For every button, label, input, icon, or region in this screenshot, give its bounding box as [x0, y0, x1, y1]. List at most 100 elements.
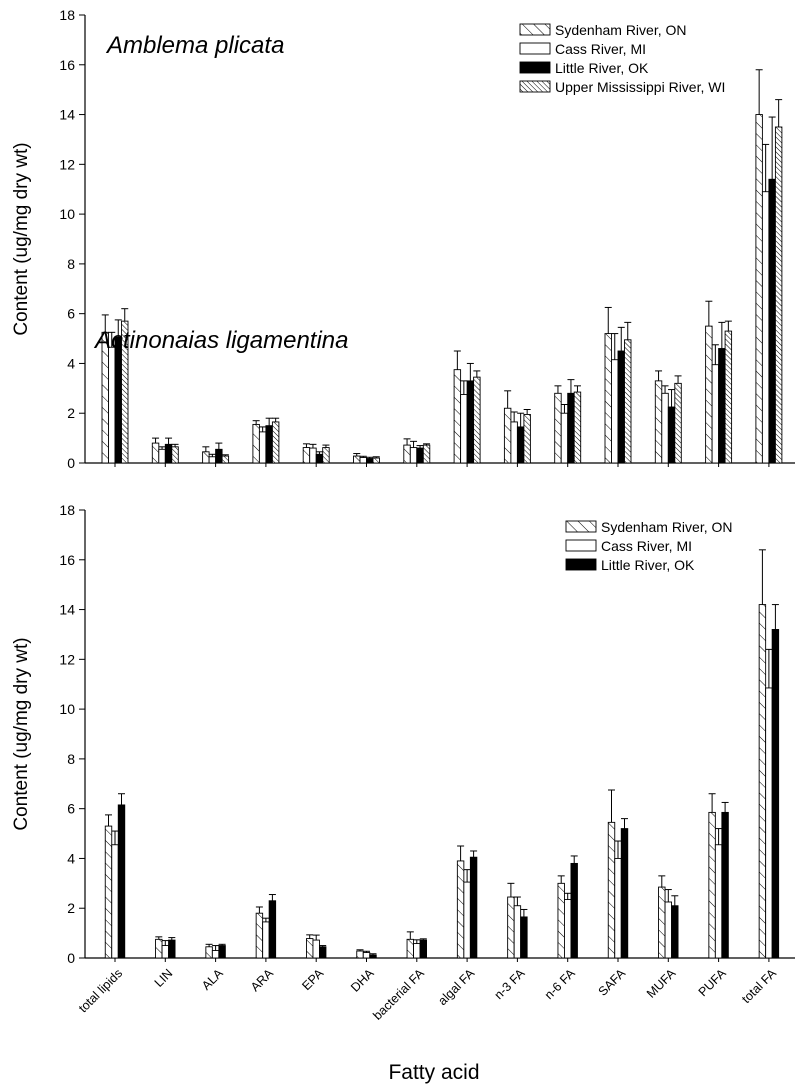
bar — [453, 369, 462, 464]
bar — [111, 844, 119, 959]
bar — [372, 457, 380, 464]
bar — [774, 126, 783, 464]
bar — [674, 382, 682, 464]
x-tick-label: SAFA — [596, 966, 629, 999]
x-tick-label: algal FA — [435, 966, 477, 1008]
x-tick-label: bacterial FA — [370, 966, 427, 1023]
bar — [620, 828, 629, 959]
bar — [366, 458, 374, 464]
bar — [168, 939, 176, 959]
bar — [473, 376, 481, 464]
bar — [567, 392, 575, 464]
bar — [714, 844, 723, 959]
bar — [456, 860, 465, 959]
legend-swatch — [519, 42, 551, 55]
y-tick-label: 4 — [67, 850, 75, 866]
bar — [460, 394, 468, 464]
bar — [271, 421, 280, 464]
x-tick-label: EPA — [299, 966, 326, 993]
y-tick-label: 14 — [59, 107, 75, 123]
bar — [520, 916, 528, 959]
bar — [554, 392, 562, 464]
y-axis-label: Content (ug/mg dry wt) — [11, 637, 32, 830]
y-tick-label: 10 — [59, 206, 75, 222]
bar — [761, 191, 770, 464]
y-tick-label: 18 — [59, 7, 75, 23]
x-tick-label: total FA — [739, 966, 779, 1006]
legend-swatch — [519, 23, 551, 36]
bar — [322, 447, 330, 464]
legend-label: Upper Mississippi River, WI — [555, 79, 725, 95]
bar — [503, 407, 512, 464]
bar — [164, 443, 173, 464]
bar — [202, 451, 210, 464]
bar — [252, 423, 260, 464]
bar — [671, 905, 679, 959]
y-tick-label: 18 — [59, 502, 75, 518]
bar — [369, 954, 377, 959]
x-tick-label: total lipids — [76, 966, 125, 1015]
bar — [268, 900, 277, 959]
x-tick-label: ALA — [199, 966, 226, 993]
y-tick-label: 2 — [67, 900, 75, 916]
x-tick-label: DHA — [348, 966, 377, 995]
x-tick-label: n-3 FA — [492, 966, 528, 1002]
bar — [604, 333, 612, 464]
bar — [661, 392, 669, 464]
y-tick-label: 16 — [59, 57, 75, 73]
bar — [607, 821, 616, 959]
bar — [171, 446, 179, 464]
bar — [466, 380, 475, 464]
legend-label: Sydenham River, ON — [601, 519, 733, 535]
legend-swatch — [565, 520, 597, 533]
bar — [617, 350, 625, 464]
y-tick-label: 4 — [67, 355, 75, 371]
bar — [654, 380, 663, 464]
bar — [265, 425, 273, 464]
bar — [614, 857, 622, 959]
y-tick-label: 14 — [59, 602, 75, 618]
y-tick-label: 2 — [67, 405, 75, 421]
legend-label: Sydenham River, ON — [555, 22, 687, 38]
bar — [208, 456, 217, 464]
bar — [403, 444, 411, 464]
bar — [409, 447, 418, 464]
y-tick-label: 6 — [67, 801, 75, 817]
y-tick-label: 8 — [67, 256, 75, 272]
x-tick-label: LIN — [152, 966, 176, 990]
bar — [114, 336, 122, 464]
bar — [510, 421, 518, 464]
y-tick-label: 10 — [59, 701, 75, 717]
bar — [302, 447, 311, 464]
bar — [362, 952, 371, 959]
bar — [406, 938, 414, 959]
legend-swatch — [565, 539, 597, 552]
bar — [755, 114, 763, 464]
bar — [255, 912, 264, 959]
bar — [104, 825, 113, 959]
bar — [765, 687, 773, 959]
legend-label: Little River, OK — [601, 557, 695, 573]
x-tick-label: MUFA — [644, 966, 679, 1001]
bar — [419, 939, 427, 959]
bar — [218, 945, 226, 959]
bar — [624, 339, 632, 464]
bar — [516, 426, 525, 464]
bar — [108, 346, 116, 464]
bar — [557, 882, 565, 959]
bar — [758, 604, 767, 959]
y-tick-label: 0 — [67, 455, 75, 471]
bar — [570, 862, 578, 959]
bar — [463, 881, 471, 959]
bar — [215, 448, 223, 464]
bar — [513, 905, 522, 959]
bar — [155, 938, 163, 959]
bar — [315, 453, 324, 464]
bar — [768, 178, 776, 464]
chart-panel-actinonaias: 0 2 4 6 8 10 12 14 16 18 Content (ug/mg dry wt) Act… — [11, 327, 795, 1023]
bar — [221, 455, 230, 464]
bar — [312, 939, 320, 959]
bar — [721, 811, 729, 959]
y-tick-label: 8 — [67, 751, 75, 767]
